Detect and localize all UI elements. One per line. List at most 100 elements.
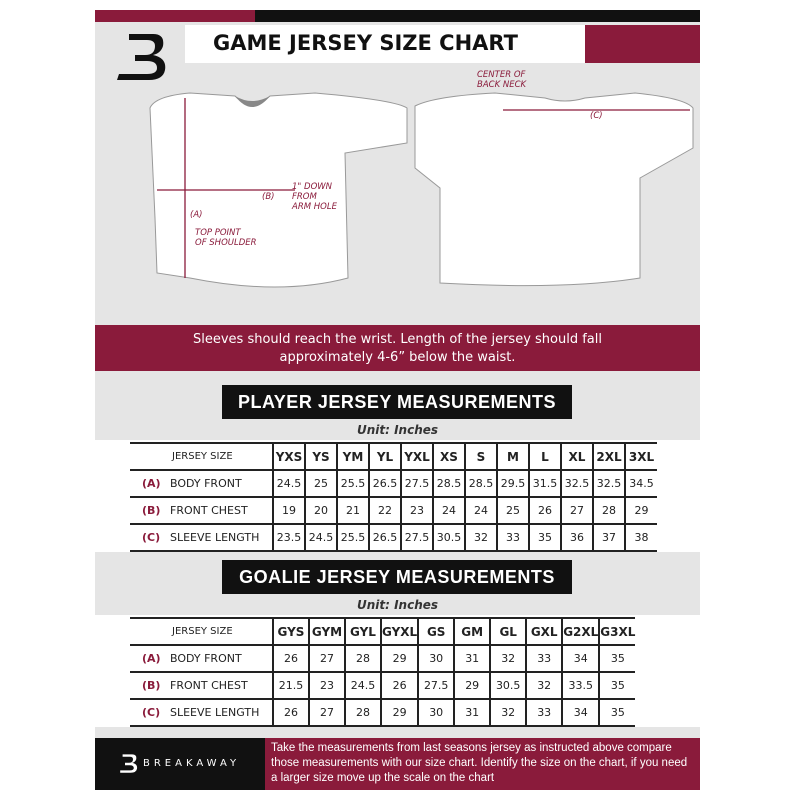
measurement-code: (B) [142, 679, 161, 692]
fit-instructions-banner: Sleeves should reach the wrist. Length o… [95, 325, 700, 371]
table-cell: 26 [379, 672, 419, 699]
label-c-desc: CENTER OF BACK NECK [477, 70, 527, 90]
size-header: GYXL [379, 618, 419, 645]
size-header: YXS [272, 443, 305, 470]
label-b-desc: 1" DOWN FROM ARM HOLE [292, 182, 337, 212]
table-cell: 23 [308, 672, 345, 699]
table-cell: 30 [417, 699, 455, 726]
table-cell: 28.5 [464, 470, 497, 497]
goalie-size-table: JERSEY SIZE GYS GYM GYL GYXL GS GM GL GXL G2XL G3X… [130, 617, 636, 727]
header-row: JERSEY SIZE GYS GYM GYL GYXL GS GM GL GXL G2XL G3X… [130, 618, 636, 645]
table-cell: 34.5 [624, 470, 657, 497]
table-cell: 27.5 [417, 672, 455, 699]
table-cell: 25 [304, 470, 337, 497]
size-header: G3XL [598, 618, 636, 645]
table-cell: 29 [624, 497, 657, 524]
table-cell: 24.5 [304, 524, 337, 551]
table-cell: 26.5 [368, 470, 401, 497]
table-cell: 26 [528, 497, 561, 524]
size-header: GL [489, 618, 527, 645]
table-cell: 21.5 [272, 672, 309, 699]
label-a-desc: TOP POINT OF SHOULDER [195, 228, 257, 248]
measurement-label: BODY FRONT [170, 652, 242, 665]
size-header: XS [432, 443, 465, 470]
table-cell: 29 [379, 645, 419, 672]
table-cell: 32.5 [560, 470, 593, 497]
table-cell: 30.5 [489, 672, 527, 699]
label-c: (C) [590, 111, 603, 121]
table-cell: 34 [561, 645, 600, 672]
banner-line-2: approximately 4-6” below the waist. [279, 350, 516, 365]
table-cell: 33.5 [561, 672, 600, 699]
label-b: (B) [262, 192, 275, 202]
table-cell: 28 [344, 645, 381, 672]
table-cell: 21 [336, 497, 369, 524]
table-cell: 33 [525, 699, 563, 726]
size-header: XL [560, 443, 593, 470]
table-cell: 34 [561, 699, 600, 726]
top-bar [255, 10, 700, 22]
header-row: JERSEY SIZE YXS YS YM YL YXL XS S M L XL 2XL 3XL [130, 443, 657, 470]
jersey-diagram [149, 92, 694, 288]
brand-name: BREAKAWAY [143, 758, 241, 769]
size-header: G2XL [561, 618, 600, 645]
goalie-unit: Unit: Inches [356, 598, 439, 612]
size-header: M [496, 443, 529, 470]
table-cell: 37 [592, 524, 625, 551]
size-header: YXL [400, 443, 433, 470]
table-cell: 29 [453, 672, 491, 699]
header-label: JERSEY SIZE [172, 451, 233, 462]
table-row: (A) BODY FRONT 26 27 28 29 30 31 32 33 34 35 [130, 645, 636, 672]
measurement-code: (C) [142, 706, 161, 719]
table-cell: 31 [453, 645, 491, 672]
player-size-table: JERSEY SIZE YXS YS YM YL YXL XS S M L XL 2XL 3XL (A) B… [130, 442, 657, 552]
table-cell: 23 [400, 497, 433, 524]
table-cell: 27 [560, 497, 593, 524]
size-header: GXL [525, 618, 563, 645]
table-cell: 27.5 [400, 524, 433, 551]
measurement-label: FRONT CHEST [170, 504, 248, 517]
table-cell: 32 [489, 699, 527, 726]
goalie-section-title: GOALIE JERSEY MEASUREMENTS [222, 560, 572, 594]
table-cell: 30.5 [432, 524, 465, 551]
table-cell: 31.5 [528, 470, 561, 497]
table-cell: 25.5 [336, 470, 369, 497]
table-cell: 25 [496, 497, 529, 524]
table-cell: 22 [368, 497, 401, 524]
table-cell: 19 [272, 497, 305, 524]
player-unit: Unit: Inches [356, 423, 439, 437]
footer-brand: BREAKAWAY [95, 738, 265, 790]
table-row: (B) FRONT CHEST 21.5 23 24.5 26 27.5 29 30.5 32 33… [130, 672, 636, 699]
table-cell: 28.5 [432, 470, 465, 497]
table-cell: 20 [304, 497, 337, 524]
table-cell: 28 [344, 699, 381, 726]
table-cell: 27 [308, 699, 345, 726]
back-jersey [414, 92, 694, 287]
table-cell: 26 [272, 699, 309, 726]
table-cell: 23.5 [272, 524, 305, 551]
size-header: GYL [344, 618, 381, 645]
measurement-label: SLEEVE LENGTH [170, 706, 260, 719]
size-header: 3XL [624, 443, 657, 470]
table-cell: 24 [464, 497, 497, 524]
footer-instructions: Take the measurements from last seasons … [265, 738, 700, 790]
size-header: S [464, 443, 497, 470]
table-cell: 24.5 [344, 672, 381, 699]
table-cell: 24.5 [272, 470, 305, 497]
measurement-code: (C) [142, 531, 161, 544]
measurement-label: FRONT CHEST [170, 679, 248, 692]
table-cell: 28 [592, 497, 625, 524]
table-cell: 27 [308, 645, 345, 672]
table-cell: 38 [624, 524, 657, 551]
table-cell: 25.5 [336, 524, 369, 551]
table-cell: 35 [528, 524, 561, 551]
table-cell: 27.5 [400, 470, 433, 497]
label-a: (A) [190, 210, 203, 220]
table-cell: 24 [432, 497, 465, 524]
table-cell: 36 [560, 524, 593, 551]
table-cell: 35 [598, 699, 636, 726]
measurement-code: (A) [142, 652, 161, 665]
table-cell: 26.5 [368, 524, 401, 551]
table-cell: 32.5 [592, 470, 625, 497]
breakaway-logo [117, 34, 166, 80]
